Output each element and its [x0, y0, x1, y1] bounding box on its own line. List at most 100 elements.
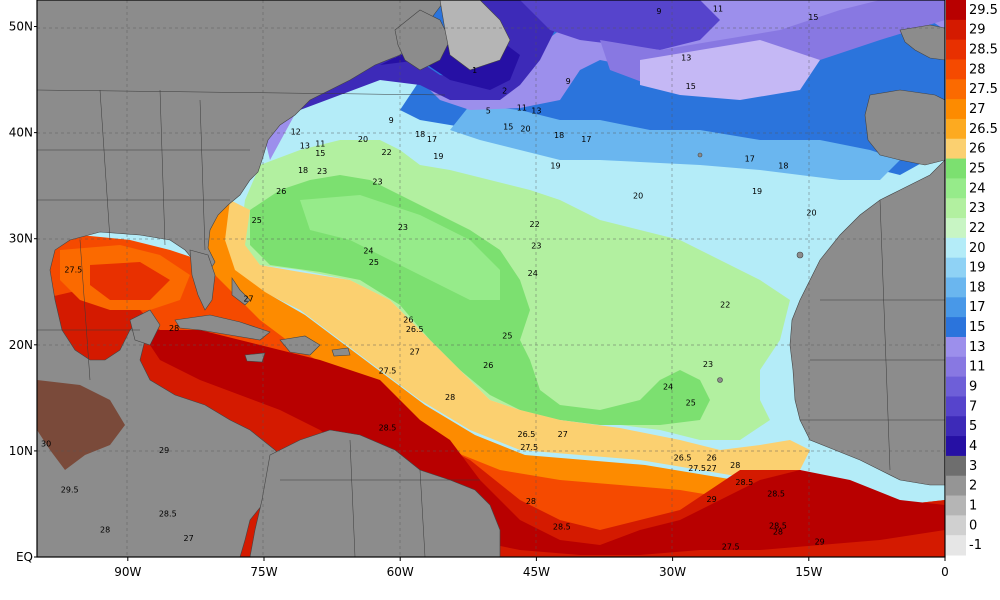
isotherm-label: 18	[415, 130, 425, 139]
lon-tick-label: 60W	[387, 565, 414, 579]
isotherm-label: 20	[633, 191, 643, 200]
isotherm-label: 18	[778, 162, 788, 171]
colorbar-swatch	[946, 356, 966, 378]
isotherm-label: 13	[681, 53, 691, 62]
colorbar-swatch	[946, 515, 966, 536]
isotherm-label: 27	[243, 294, 253, 303]
colorbar-label: 28.5	[969, 43, 998, 58]
isotherm-label: 29	[815, 537, 825, 546]
lat-tick-label: EQ	[16, 550, 33, 564]
land-cape-verde	[717, 377, 723, 383]
isotherm-label: 28	[445, 393, 455, 402]
colorbar-swatch	[946, 19, 966, 41]
isotherm-label: 25	[686, 398, 696, 407]
isotherm-label: 28	[730, 461, 740, 470]
colorbar-label: 18	[969, 280, 986, 295]
lon-tick-label: 30W	[659, 565, 686, 579]
isotherm-label: 2	[502, 86, 507, 95]
isotherm-label: 26	[483, 361, 493, 370]
lon-tick-label: 45W	[523, 565, 550, 579]
colorbar-swatch	[946, 118, 966, 140]
colorbar-swatch	[946, 0, 966, 21]
isotherm-label: 28.5	[735, 478, 753, 487]
lon-tick-label: 75W	[250, 565, 277, 579]
isotherm-label: 28.5	[769, 521, 787, 530]
lat-tick-label: 10N	[9, 444, 33, 458]
isotherm-label: 23	[398, 223, 408, 232]
isotherm-label: 24	[363, 247, 373, 256]
colorbar-swatch	[946, 416, 966, 437]
isotherm-label: 29	[707, 495, 717, 504]
isotherm-label: 23	[317, 167, 327, 176]
isotherm-label: 23	[531, 241, 541, 250]
isotherm-label: 28	[526, 497, 536, 506]
isotherm-label: 25	[369, 258, 379, 267]
land-azores	[697, 152, 703, 158]
land-british-isles	[899, 24, 945, 61]
colorbar-label: 3	[969, 459, 977, 474]
isotherm-label: 13	[300, 142, 310, 151]
land-hispaniola	[279, 335, 321, 356]
colorbar-swatch	[946, 178, 966, 199]
isotherm-label: 27.5	[722, 543, 740, 552]
colorbar-label: 7	[969, 399, 977, 414]
sst-patch-lilac	[640, 40, 820, 100]
sst-band-darkest-red	[140, 330, 945, 555]
isotherm-label: 28.5	[379, 424, 397, 433]
isotherm-label: 27.5	[688, 464, 706, 473]
lat-tick-label: 30N	[9, 232, 33, 246]
colorbar-swatch	[946, 535, 966, 556]
colorbar-swatch	[946, 336, 966, 358]
isotherm-label: 28.5	[553, 522, 571, 531]
isotherm-label: 29.5	[61, 485, 79, 494]
colorbar-swatch	[946, 79, 966, 100]
isotherm-label: 26	[276, 187, 286, 196]
colorbar-swatch	[946, 475, 966, 497]
colorbar-swatch	[946, 257, 966, 278]
isotherm-label: 26	[403, 316, 413, 325]
colorbar-label: -1	[969, 538, 982, 553]
land-north-america	[37, 0, 446, 557]
colorbar-label: 25	[969, 161, 986, 176]
isotherm-label: 27.5	[520, 443, 538, 452]
sst-band-yellow	[220, 200, 810, 480]
isotherm-label: 27	[184, 534, 194, 543]
isotherm-label: 9	[389, 116, 394, 125]
isotherm-label: 17	[427, 135, 437, 144]
isotherm-label: 15	[315, 149, 325, 158]
colorbar-label: 20	[969, 241, 986, 256]
colorbar-swatch	[946, 99, 966, 120]
land-puerto-rico	[331, 347, 351, 357]
colorbar-swatch	[946, 218, 966, 239]
colorbar-label: 26	[969, 142, 986, 157]
lat-tick-label: 50N	[9, 20, 33, 34]
land-iberia	[864, 89, 945, 166]
longitude-axis: 90W 75W 60W 45W 30W 15W 0	[114, 557, 949, 579]
colorbar-swatch	[946, 317, 966, 338]
isotherm-label: 19	[550, 162, 560, 171]
land-jamaica	[244, 352, 266, 363]
land-florida	[189, 249, 216, 311]
sst-patch-hot-pacific	[37, 380, 125, 470]
isotherm-label: 28.5	[159, 510, 177, 519]
isotherm-label: 9	[566, 77, 571, 86]
colorbar-label: 15	[969, 320, 986, 335]
isotherm-label: 26.5	[518, 430, 536, 439]
isotherm-label: 24	[528, 269, 538, 278]
colorbar-swatch	[946, 39, 966, 60]
borders	[37, 89, 945, 557]
isotherm-label: 11	[517, 103, 527, 112]
colorbar-swatch	[946, 198, 966, 219]
colorbar-swatch	[946, 297, 966, 318]
isotherm-label: 18	[554, 131, 564, 140]
colorbar-swatch	[946, 138, 966, 160]
colorbar-label: 0	[969, 518, 977, 533]
isotherm-label: 19	[433, 152, 443, 161]
isotherm-label: 25	[252, 216, 262, 225]
colorbar-label: 26.5	[969, 122, 998, 137]
land	[37, 0, 945, 557]
isotherm-label: 23	[372, 178, 382, 187]
colorbar-label: 22	[969, 221, 986, 236]
